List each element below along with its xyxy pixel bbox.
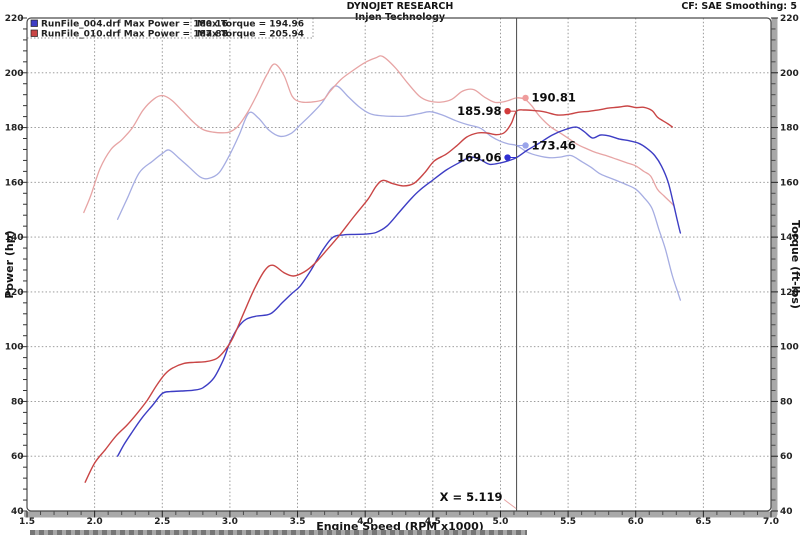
power-tick-label: 80	[11, 397, 24, 407]
legend-swatch-icon	[30, 19, 38, 27]
curve-runfile-004-drf-torque-ft-lbs-	[116, 85, 682, 301]
cursor-marker-dot	[522, 94, 529, 102]
x-axis-rail	[24, 511, 777, 518]
axis-ticks	[20, 17, 778, 518]
curve-runfile-010-drf-power-hp-	[84, 105, 673, 483]
x-tick-label: 7.0	[763, 517, 779, 527]
torque-tick-label: 200	[780, 69, 799, 79]
cursor-value-label: 169.06	[457, 150, 501, 164]
x-tick-label: 5.0	[492, 517, 508, 527]
cursor-value-label: 185.98	[457, 104, 501, 118]
legend-run-label: RunFile_010.drf Max Power = 187.88	[41, 30, 228, 40]
power-tick-label: 220	[5, 14, 24, 24]
run-curves	[83, 55, 682, 483]
axis-rails	[24, 18, 778, 518]
legend-torque-label: Max Torque = 194.96	[197, 20, 304, 30]
x-tick-label: 6.5	[695, 517, 711, 527]
torque-tick-label: 220	[780, 14, 799, 24]
cursor-value-label: 173.46	[532, 138, 576, 152]
cursor-value-label: 190.81	[532, 91, 576, 105]
power-tick-label: 40	[11, 507, 24, 517]
x-tick-label: 4.5	[425, 517, 441, 527]
torque-tick-label: 120	[780, 288, 799, 298]
cursor-layer: X = 5.119	[440, 18, 518, 511]
curve-runfile-004-drf-power-hp-	[116, 126, 682, 457]
cursor-label-connector	[503, 499, 517, 509]
cropped-content-strip	[30, 530, 527, 535]
x-axis-title: Engine Speed (RPM x1000)	[316, 520, 484, 533]
legend-torque-label: Max Torque = 205.94	[197, 30, 304, 40]
torque-tick-label: 160	[780, 178, 799, 188]
x-tick-label: 1.5	[19, 517, 35, 527]
legend-swatch-icon	[30, 29, 38, 37]
power-tick-label: 140	[5, 233, 24, 243]
axis-tick-labels: 1.5 2.0 2.5 3.0 3.5 4.0 4.5 5.0 5.5 6.0 6.5 7.040 40…	[5, 14, 799, 527]
legend-run-label: RunFile_004.drf Max Power = 180.16	[41, 20, 228, 30]
torque-tick-label: 60	[780, 452, 793, 462]
x-tick-label: 4.0	[357, 517, 373, 527]
x-tick-label: 2.0	[87, 517, 103, 527]
power-tick-label: 60	[11, 452, 24, 462]
app-title: DYNOJET RESEARCH	[347, 1, 454, 12]
torque-tick-label: 140	[780, 233, 799, 243]
curve-runfile-010-drf-torque-ft-lbs-	[83, 55, 675, 214]
cursor-x-label: X = 5.119	[440, 490, 503, 504]
x-tick-label: 6.0	[628, 517, 644, 527]
x-tick-label: 3.5	[290, 517, 306, 527]
correction-smoothing-label: CF: SAE Smoothing: 5	[681, 1, 797, 12]
power-tick-label: 120	[5, 288, 24, 298]
torque-tick-label: 80	[780, 397, 793, 407]
power-tick-label: 160	[5, 178, 24, 188]
cursor-value-annotations: 185.98 190.81 169.06 173.46	[457, 91, 576, 165]
cursor-marker-dot	[504, 154, 511, 161]
cursor-marker-dot	[504, 107, 511, 115]
torque-axis-rail	[771, 18, 778, 516]
power-tick-label: 180	[5, 124, 24, 134]
x-tick-label: 3.0	[222, 517, 238, 527]
cursor-marker-dot	[522, 142, 529, 149]
plot-area-frame[interactable]	[26, 17, 772, 512]
torque-tick-label: 100	[780, 343, 799, 353]
gridlines	[27, 18, 771, 511]
torque-tick-label: 180	[780, 124, 799, 134]
x-tick-label: 5.5	[560, 517, 576, 527]
torque-tick-label: 40	[780, 507, 793, 517]
x-tick-label: 2.5	[154, 517, 170, 527]
y-axis-title-torque: Torque (ft-lbs)	[789, 220, 800, 309]
power-tick-label: 200	[5, 69, 24, 79]
y-axis-title-power: Power (hp)	[3, 230, 16, 298]
power-tick-label: 100	[5, 343, 24, 353]
